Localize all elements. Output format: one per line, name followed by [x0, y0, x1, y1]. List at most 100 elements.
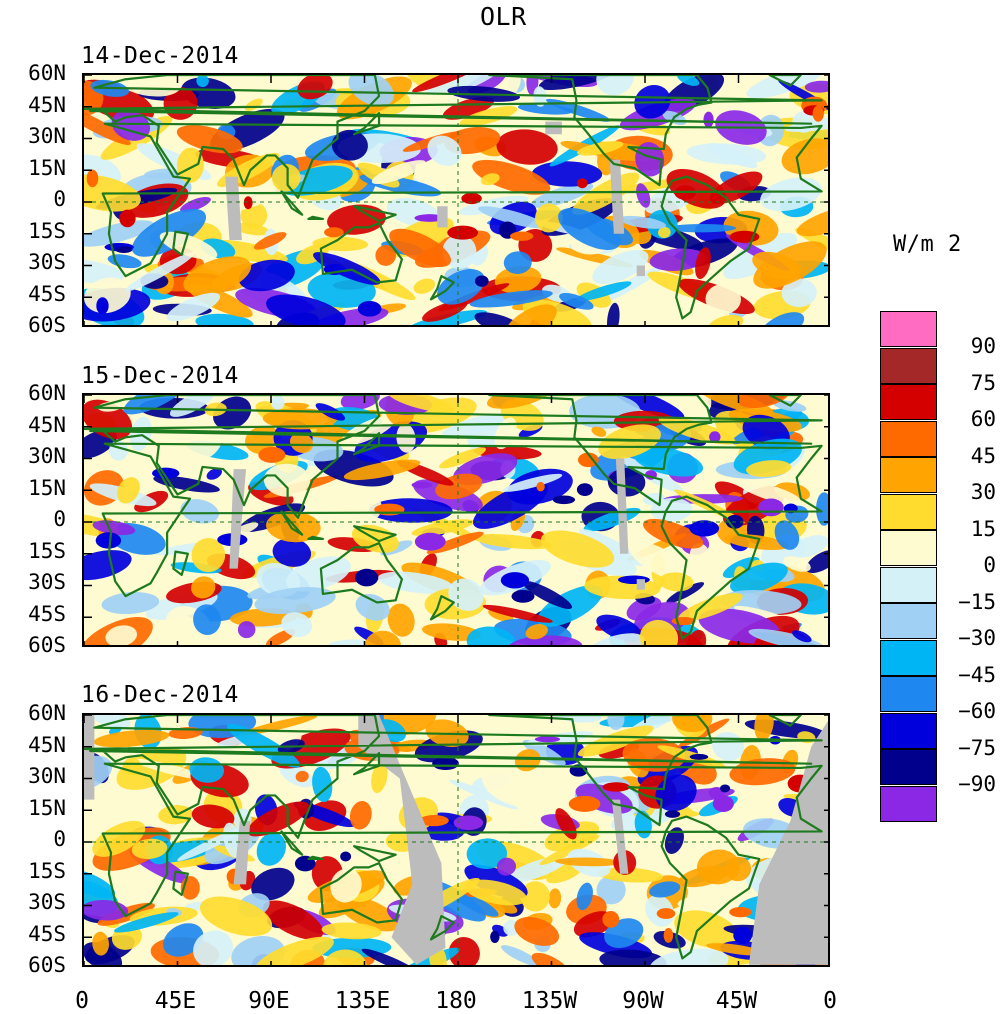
lat-label: 60N [28, 61, 66, 85]
anomaly-contour [538, 75, 618, 90]
anomaly-contour [628, 541, 691, 582]
anomaly-contour [84, 550, 132, 581]
anomaly-contour [117, 477, 140, 504]
coastline [307, 855, 325, 861]
anomaly-core [602, 911, 620, 928]
anomaly-core [709, 431, 721, 443]
anomaly-contour [724, 534, 789, 551]
anomaly-contour [191, 804, 235, 829]
missing-data-region [615, 458, 629, 554]
anomaly-contour [596, 75, 634, 96]
anomaly-contour [281, 612, 313, 638]
coastline [660, 815, 761, 960]
anomaly-core [689, 520, 720, 537]
lat-label: 30N [28, 444, 66, 468]
anomaly-contour [774, 520, 800, 550]
coastline [84, 715, 823, 839]
missing-data-region [611, 799, 629, 874]
anomaly-core [490, 930, 500, 944]
anomaly-contour [531, 952, 570, 965]
colorbar-label: 30 [970, 480, 996, 504]
anomaly-contour [752, 251, 802, 280]
anomaly-contour [496, 129, 558, 165]
lat-label: 30N [28, 764, 66, 788]
anomaly-contour [520, 881, 550, 912]
anomaly-contour [650, 497, 693, 522]
colorbar-label: 45 [970, 443, 996, 468]
anomaly-contour [180, 499, 219, 524]
map-canvas [84, 715, 828, 965]
anomaly-contour [522, 580, 573, 609]
anomaly-contour [705, 283, 741, 315]
anomaly-contour [247, 801, 310, 837]
anomaly-contour [340, 395, 380, 410]
anomaly-contour [572, 172, 640, 215]
anomaly-contour [343, 459, 421, 481]
panel-date-1: 14-Dec-2014 [81, 43, 239, 69]
lon-label: 0 [75, 988, 89, 1014]
anomaly-contour [707, 143, 758, 169]
anomaly-contour [422, 623, 481, 641]
colorbar-swatch [880, 347, 937, 384]
anomaly-contour [84, 174, 141, 212]
anomaly-contour [559, 293, 594, 310]
anomaly-contour [607, 715, 625, 730]
anomaly-contour [353, 493, 382, 522]
anomaly-core [534, 736, 561, 743]
anomaly-contour [442, 96, 494, 120]
coastline [353, 751, 381, 776]
anomaly-contour [84, 941, 123, 965]
anomaly-core [511, 589, 535, 603]
anomaly-contour [361, 948, 419, 965]
colorbar-swatch [880, 639, 937, 676]
anomaly-core [568, 795, 601, 812]
anomaly-contour [271, 163, 301, 192]
colorbar-label: 15 [970, 516, 996, 541]
colorbar-swatch [880, 676, 937, 712]
coastline [353, 111, 381, 136]
lat-label: 15S [28, 858, 66, 883]
missing-data-region [229, 469, 247, 569]
colorbar-swatch [880, 785, 937, 822]
anomaly-contour [375, 245, 397, 266]
anomaly-contour [426, 531, 484, 554]
anomaly-contour [439, 447, 486, 469]
anomaly-contour [153, 475, 220, 493]
anomaly-core [419, 815, 449, 827]
anomaly-contour [599, 266, 662, 304]
coastline [488, 715, 713, 827]
coastline [101, 442, 823, 598]
anomaly-contour [792, 630, 812, 643]
anomaly-contour [545, 98, 611, 122]
anomaly-contour [759, 312, 805, 325]
olr-map-panel-3 [82, 713, 830, 967]
anomaly-contour [677, 75, 700, 86]
anomaly-contour [263, 900, 324, 940]
anomaly-core [357, 300, 382, 317]
colorbar-swatch [880, 457, 937, 493]
anomaly-core [96, 297, 109, 315]
anomaly-contour [378, 571, 454, 594]
anomaly-contour [591, 426, 607, 437]
lat-label: 45S [28, 281, 66, 306]
coastline [319, 222, 403, 284]
anomaly-core [663, 927, 674, 943]
anomaly-contour [389, 228, 452, 268]
anomaly-core [578, 452, 599, 468]
colorbar-label: −45 [958, 662, 996, 687]
anomaly-contour [183, 256, 252, 295]
anomaly-core [712, 795, 734, 813]
coastline [429, 594, 455, 621]
anomaly-contour [737, 395, 790, 409]
coastline [353, 845, 397, 863]
anomaly-core [720, 784, 731, 793]
lon-label: 180 [435, 988, 477, 1014]
colorbar-swatch [880, 603, 937, 639]
anomaly-contour [295, 770, 309, 783]
anomaly-core [602, 782, 630, 792]
colorbar-swatch [880, 712, 937, 749]
anomaly-contour [501, 945, 541, 965]
anomaly-core [447, 225, 479, 240]
coastline [319, 862, 403, 924]
anomaly-contour [639, 619, 679, 645]
